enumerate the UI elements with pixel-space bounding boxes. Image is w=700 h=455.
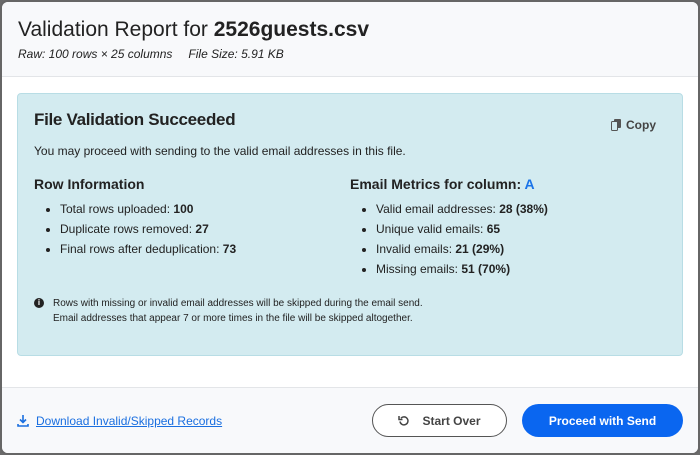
card-title: File Validation Succeeded [34, 110, 236, 129]
info-note: i Rows with missing or invalid email add… [34, 296, 666, 326]
proceed-with-send-button[interactable]: Proceed with Send [522, 404, 683, 437]
file-size: File Size: 5.91 KB [188, 47, 284, 61]
copy-icon [611, 119, 621, 131]
raw-stats: Raw: 100 rows × 25 columns [18, 47, 173, 61]
download-records-link[interactable]: Download Invalid/Skipped Records [17, 414, 222, 428]
list-item: Valid email addresses: 28 (38%) [376, 202, 666, 216]
list-item: Unique valid emails: 65 [376, 222, 666, 236]
file-stats: Raw: 100 rows × 25 columns File Size: 5.9… [18, 47, 682, 61]
modal-body: File Validation Succeeded Copy You may p… [2, 77, 698, 389]
list-item: Total rows uploaded: 100 [60, 202, 350, 216]
card-lead: You may proceed with sending to the vali… [34, 144, 406, 158]
list-item: Final rows after deduplication: 73 [60, 242, 350, 256]
list-item: Missing emails: 51 (70%) [376, 262, 666, 276]
row-information: Row Information Total rows uploaded: 100… [34, 176, 350, 282]
copy-label: Copy [626, 118, 656, 132]
restart-icon [398, 415, 410, 426]
title-prefix: Validation Report for [18, 18, 208, 41]
download-icon [17, 414, 29, 427]
file-name: 2526guests.csv [213, 18, 370, 41]
success-card: File Validation Succeeded Copy You may p… [17, 93, 683, 356]
info-icon: i [34, 298, 44, 308]
column-name: A [524, 176, 535, 192]
email-metrics-heading: Email Metrics for column: A [350, 176, 535, 192]
download-label: Download Invalid/Skipped Records [36, 413, 223, 428]
email-metrics: Email Metrics for column: A Valid email … [350, 176, 666, 282]
note-line: Rows with missing or invalid email addre… [53, 298, 423, 309]
modal-header: Validation Report for 2526guests.csv Raw… [2, 2, 698, 77]
start-over-button[interactable]: Start Over [372, 404, 507, 437]
note-line: Email addresses that appear 7 or more ti… [53, 313, 413, 324]
page-title: Validation Report for 2526guests.csv [18, 18, 682, 42]
list-item: Invalid emails: 21 (29%) [376, 242, 666, 256]
copy-button[interactable]: Copy [611, 118, 656, 132]
row-info-heading: Row Information [34, 176, 145, 192]
modal-footer: Download Invalid/Skipped Records Start O… [2, 387, 698, 453]
list-item: Duplicate rows removed: 27 [60, 222, 350, 236]
start-over-label: Start Over [422, 413, 481, 428]
